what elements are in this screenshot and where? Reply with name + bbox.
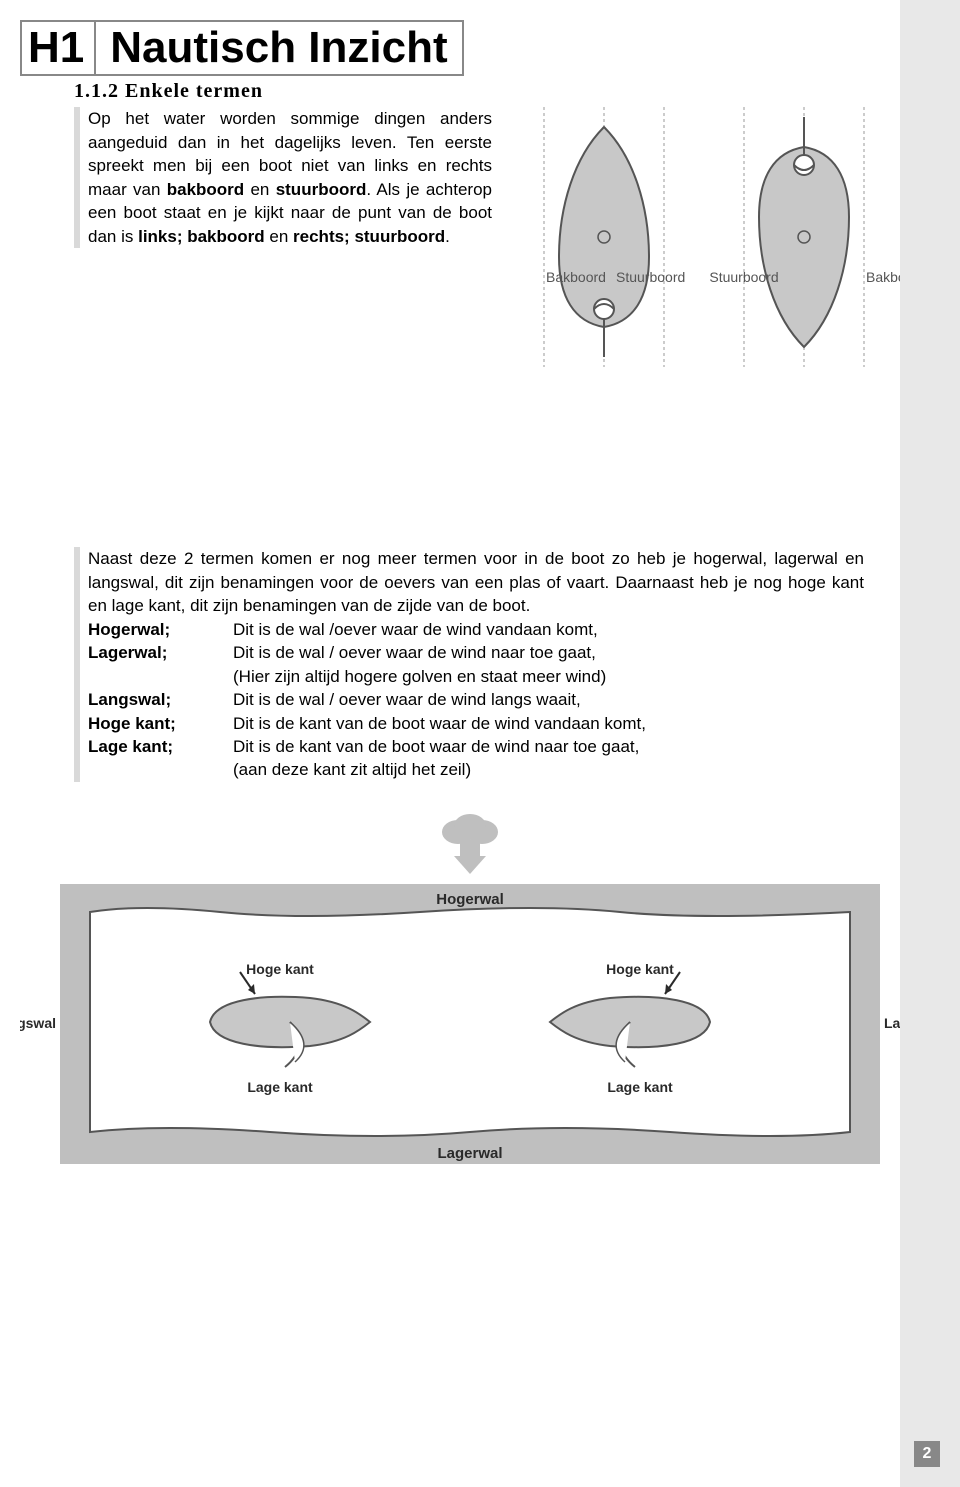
label-stuurboord: Stuurboord <box>616 269 685 285</box>
intro-paragraph-block: Op het water worden sommige dingen ander… <box>74 107 492 248</box>
definition-term: Hogerwal; <box>88 618 233 641</box>
chapter-title: Nautisch Inzicht <box>94 20 463 76</box>
chapter-badge: H1 <box>20 20 94 76</box>
svg-text:Hoge kant: Hoge kant <box>246 961 314 977</box>
definition-term: Lagerwal; <box>88 641 233 664</box>
definition-row: (Hier zijn altijd hogere golven en staat… <box>88 665 864 688</box>
definition-desc: Dit is de kant van de boot waar de wind … <box>233 712 864 735</box>
definitions-intro: Naast deze 2 termen komen er nog meer te… <box>88 547 864 617</box>
subsection-heading: 1.1.2 Enkele termen <box>74 80 930 103</box>
definition-row: Lagerwal;Dit is de wal / oever waar de w… <box>88 641 864 664</box>
definition-term <box>88 758 233 781</box>
definition-row: Langswal;Dit is de wal / oever waar de w… <box>88 688 864 711</box>
svg-text:Lage kant: Lage kant <box>247 1079 313 1095</box>
definition-row: Hogerwal;Dit is de wal /oever waar de wi… <box>88 618 864 641</box>
definition-desc: (Hier zijn altijd hogere golven en staat… <box>233 665 864 688</box>
definition-desc: Dit is de wal /oever waar de wind vandaa… <box>233 618 864 641</box>
svg-text:Lage kant: Lage kant <box>607 1079 673 1095</box>
label-stuurboord-2: Stuurboord <box>709 269 778 285</box>
label-bakboord: Bakboord <box>546 269 606 285</box>
label-hogerwal: Hogerwal <box>436 891 504 908</box>
definition-desc: (aan deze kant zit altijd het zeil) <box>233 758 864 781</box>
definition-row: Lage kant;Dit is de kant van de boot waa… <box>88 735 864 758</box>
definition-desc: Dit is de kant van de boot waar de wind … <box>233 735 864 758</box>
definition-desc: Dit is de wal / oever waar de wind langs… <box>233 688 864 711</box>
label-langswal-left: Langswal <box>20 1015 56 1031</box>
page-number: 2 <box>914 1441 940 1467</box>
definitions-block: Naast deze 2 termen komen er nog meer te… <box>74 547 864 782</box>
right-margin-strip <box>900 0 960 1487</box>
definition-row: Hoge kant;Dit is de kant van de boot waa… <box>88 712 864 735</box>
intro-text: Op het water worden sommige dingen ander… <box>88 107 492 248</box>
definition-row: (aan deze kant zit altijd het zeil) <box>88 758 864 781</box>
definition-desc: Dit is de wal / oever waar de wind naar … <box>233 641 864 664</box>
definition-term: Hoge kant; <box>88 712 233 735</box>
shore-diagram: Hogerwal Lagerwal Langswal Langswal Hoge… <box>20 812 920 1197</box>
boat-diagram: Bakboord Stuurboord Stuurboord Bakboord <box>504 107 904 367</box>
definition-term <box>88 665 233 688</box>
definition-term: Langswal; <box>88 688 233 711</box>
label-lagerwal: Lagerwal <box>437 1145 502 1162</box>
label-bakboord-2: Bakboord <box>866 269 904 285</box>
chapter-header: H1 Nautisch Inzicht <box>20 20 930 76</box>
svg-text:Hoge kant: Hoge kant <box>606 961 674 977</box>
definition-term: Lage kant; <box>88 735 233 758</box>
